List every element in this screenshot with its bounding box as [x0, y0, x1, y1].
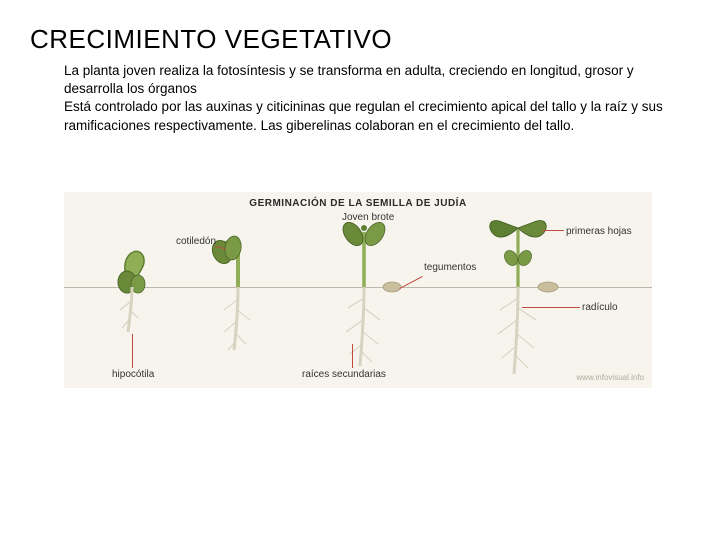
label-tegumentos: tegumentos: [424, 262, 476, 273]
lead-radiculo: [522, 307, 580, 308]
lead-hipocotila: [132, 334, 133, 368]
page-title: CRECIMIENTO VEGETATIVO: [30, 24, 392, 55]
paragraph-2: Está controlado por las auxinas y citici…: [64, 98, 664, 134]
lead-hojas: [542, 230, 564, 231]
label-primeras-hojas: primeras hojas: [566, 226, 632, 237]
label-radiculo: radículo: [582, 302, 618, 313]
label-hipocotila: hipocótila: [112, 369, 154, 380]
label-joven-brote: Joven brote: [342, 212, 394, 223]
stage-4-seedling: [490, 221, 558, 374]
lead-raices: [352, 344, 353, 368]
label-raices: raíces secundarias: [302, 369, 386, 380]
germination-figure: GERMINACIÓN DE LA SEMILLA DE JUDÍA: [64, 192, 652, 388]
body-text-block: La planta joven realiza la fotosíntesis …: [64, 62, 664, 135]
paragraph-1: La planta joven realiza la fotosíntesis …: [64, 62, 664, 98]
stage-3-seedling: [339, 219, 401, 366]
label-cotiledon: cotiledón: [176, 236, 216, 247]
stage-1-seedling: [118, 251, 145, 332]
stage-2-seedling: [209, 235, 250, 350]
figure-attribution: www.infovisual.info: [576, 373, 644, 382]
